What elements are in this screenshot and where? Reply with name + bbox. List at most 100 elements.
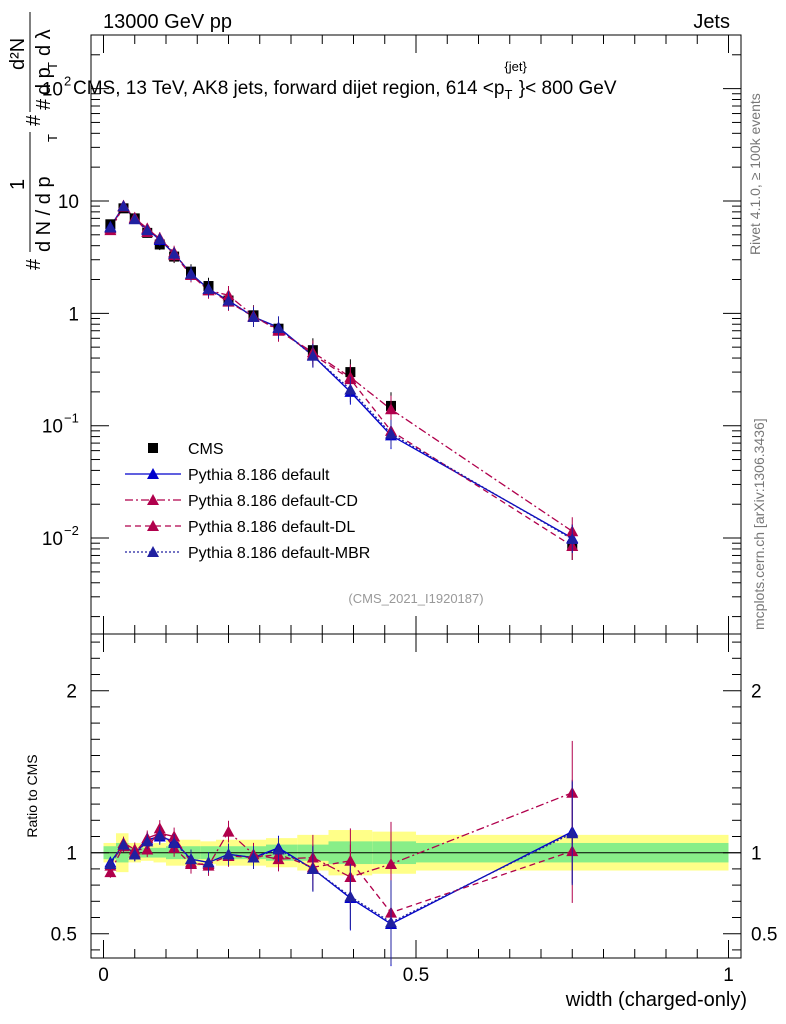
data-point-mc [104, 221, 117, 233]
ratio-y-tick-label-right: 2 [751, 682, 762, 703]
ratio-y-tick-label-left: 1 [66, 844, 77, 865]
data-point-mc [117, 200, 130, 212]
main-y-tick-exp: 2 [64, 74, 71, 89]
legend-label: Pythia 8.186 default-CD [188, 493, 358, 510]
main-series-markers [104, 199, 579, 560]
data-point-mc [385, 403, 397, 415]
legend-marker [147, 494, 159, 505]
series-line-pythia-8-186-default-cd [109, 205, 573, 532]
ratio-point [202, 856, 215, 868]
legend-label: CMS [188, 441, 224, 458]
ylabel-frac1-den: d N / d p [33, 176, 55, 252]
ratio-point [344, 854, 357, 866]
header-right: Jets [693, 11, 730, 33]
ylabel-frac1-num: 1 [7, 179, 29, 190]
data-point-mc [141, 224, 154, 236]
ylabel-hash2: # [23, 114, 45, 126]
data-point-mc [385, 427, 397, 439]
main-y-tick-exp: −1 [64, 411, 79, 426]
legend-label: Pythia 8.186 default [188, 467, 330, 484]
ylabel-frac2-den: d p [33, 67, 55, 95]
ratio-point [247, 851, 260, 863]
data-point-mc [566, 533, 579, 545]
ratio-point [222, 848, 235, 860]
mcplots-label: mcplots.cern.ch [arXiv:1306.3436] [751, 418, 767, 630]
ratio-point [168, 836, 181, 848]
ratio-x-ticks: 0 0.5 1 [98, 634, 734, 986]
x-axis-label: width (charged-only) [565, 989, 747, 1011]
ylabel-frac2-num: d²N [7, 38, 29, 70]
ratio-point [128, 848, 141, 860]
ratio-point [566, 827, 579, 839]
ratio-y-tick-label-left: 0.5 [51, 925, 77, 946]
ratio-point [385, 858, 397, 870]
legend-marker [148, 443, 158, 453]
ratio-point [306, 862, 319, 874]
x-tick-label: 0 [98, 965, 109, 986]
data-point-mc [168, 247, 181, 259]
plot-title-end: }< 800 GeV [519, 78, 617, 99]
ratio-y-ticks: 0.5 0.5 1 1 2 2 [51, 641, 777, 951]
data-point-mc [202, 282, 215, 294]
ratio-point [117, 838, 130, 850]
main-y-tick-label: 1 [68, 304, 79, 325]
legend-marker [147, 468, 159, 479]
ratio-point [153, 828, 166, 840]
main-y-tick-exp: −2 [64, 523, 79, 538]
data-point-mc [344, 383, 357, 395]
plot-title-sub: T [504, 87, 512, 102]
plot-title-sup: {jet} [504, 59, 527, 74]
main-y-label: # 1 d N / d p T # d²N # d p T d λ [7, 12, 60, 270]
ratio-point [385, 916, 397, 928]
plot-title-main: CMS, 13 TeV, AK8 jets, forward dijet reg… [73, 78, 504, 99]
data-point-mc [272, 322, 285, 334]
legend-marker [147, 546, 159, 557]
ratio-y-tick-label-right: 0.5 [751, 925, 777, 946]
data-point-mc [128, 213, 141, 225]
ratio-y-tick-label-left: 2 [66, 682, 77, 703]
main-y-tick-label: 10 [42, 529, 63, 550]
data-point-mc [222, 294, 235, 306]
analysis-annotation: (CMS_2021_I1920187) [348, 591, 483, 606]
legend-label: Pythia 8.186 default-DL [188, 519, 355, 536]
legend-label: Pythia 8.186 default-MBR [188, 545, 370, 562]
ratio-point [272, 843, 285, 855]
legend-marker [147, 520, 159, 531]
rivet-label: Rivet 4.1.0, ≥ 100k events [747, 93, 763, 255]
x-tick-label: 0.5 [403, 965, 429, 986]
ratio-line-pythia-8-186-default-cd [109, 792, 573, 878]
x-tick-label: 1 [723, 965, 734, 986]
ratio-point [185, 853, 197, 865]
data-point-mc [185, 267, 197, 279]
ratio-series-markers [104, 740, 579, 967]
plot-title: CMS, 13 TeV, AK8 jets, forward dijet reg… [73, 59, 617, 102]
series-line-pythia-8-186-default-dl [109, 204, 573, 547]
ratio-point [141, 835, 154, 847]
ratio-point [222, 825, 235, 837]
main-x-ticks [103, 35, 729, 634]
main-y-tick-label: 10 [42, 80, 63, 101]
ylabel-hash3: # [33, 98, 55, 110]
header-left: 13000 GeV pp [103, 11, 232, 33]
data-point-mc [247, 310, 260, 322]
ylabel-frac2-sub: T [45, 62, 60, 70]
ratio-y-label: Ratio to CMS [24, 754, 40, 837]
main-y-tick-label: 10 [42, 417, 63, 438]
ratio-y-tick-label-right: 1 [751, 844, 762, 865]
data-point-mc [153, 232, 166, 244]
legend: CMS Pythia 8.186 default Pythia 8.186 defa… [125, 441, 370, 562]
ylabel-frac1-sub: T [45, 134, 60, 142]
ratio-panel: 0.5 0.51 12 2 0 0.5 1 Ratio to CMS width (cha… [24, 633, 777, 1011]
ratio-point [104, 866, 117, 878]
ylabel-hash1: # [23, 258, 45, 270]
ratio-point [344, 890, 357, 902]
data-point-mc [306, 349, 319, 361]
ylabel-frac2-den2: d λ [33, 29, 55, 56]
main-y-tick-label: 10 [58, 192, 79, 213]
ratio-frame [90, 633, 742, 959]
ratio-point [104, 858, 117, 870]
series-line-pythia-8-186-default [109, 205, 573, 539]
